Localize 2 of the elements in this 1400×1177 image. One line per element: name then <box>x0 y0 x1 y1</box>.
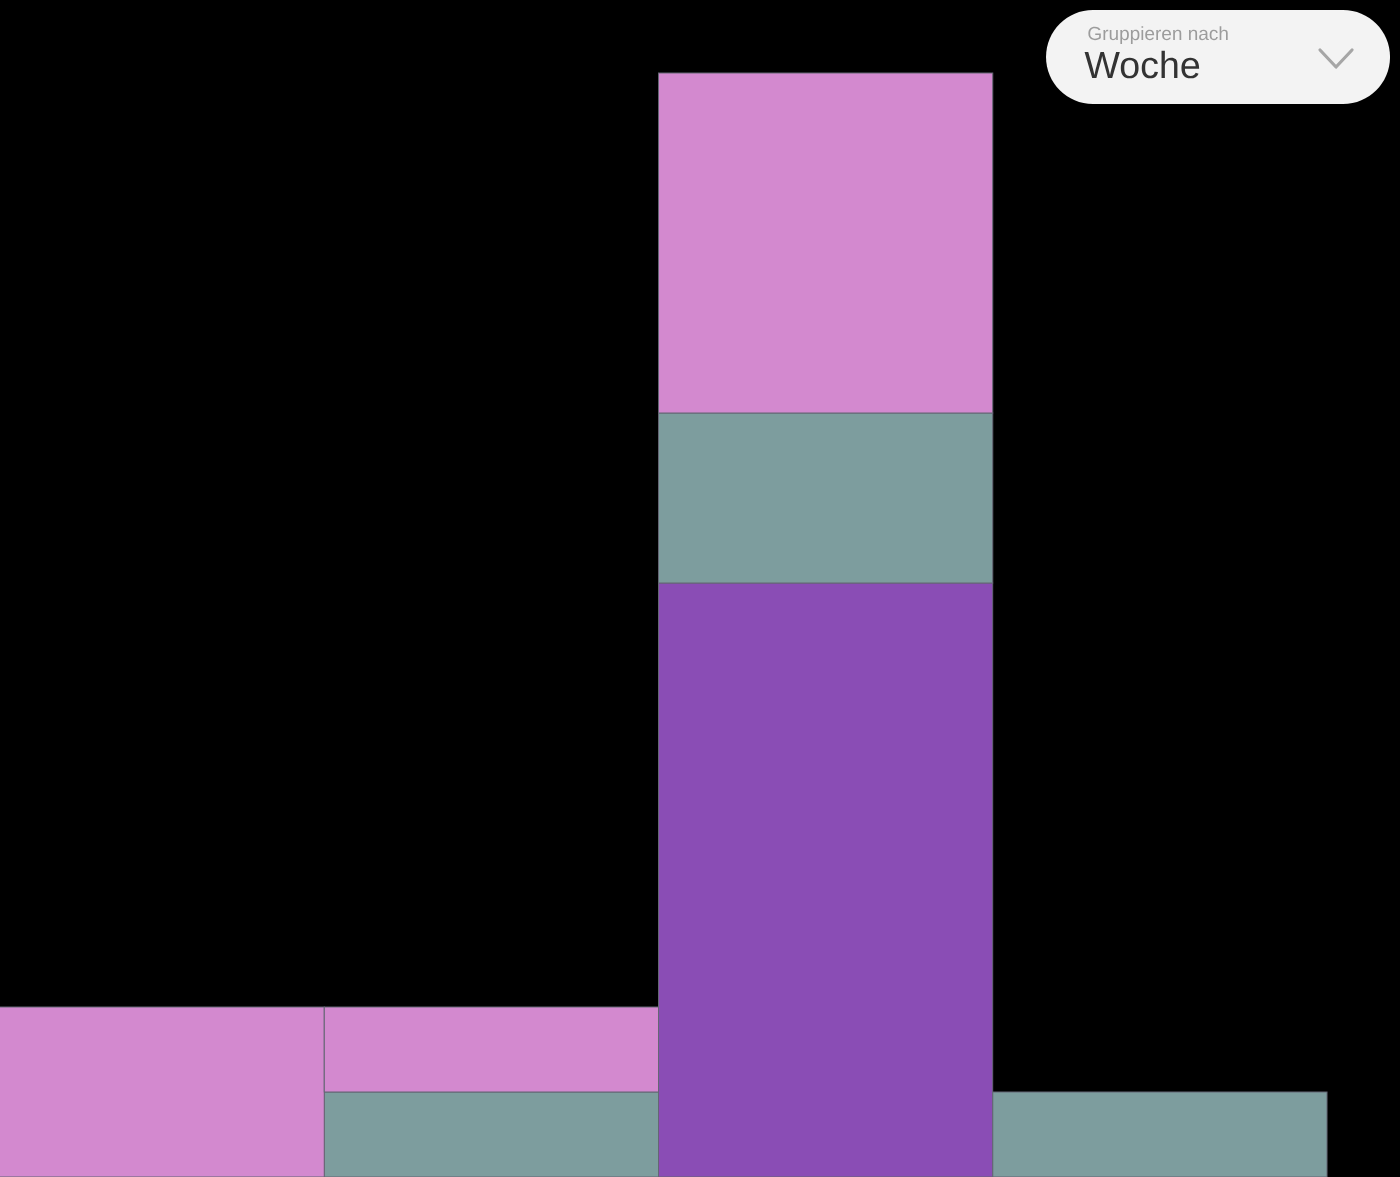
text: Gruppieren nach <box>1088 26 1228 44</box>
annotation: Woche <box>1084 50 1200 79</box>
